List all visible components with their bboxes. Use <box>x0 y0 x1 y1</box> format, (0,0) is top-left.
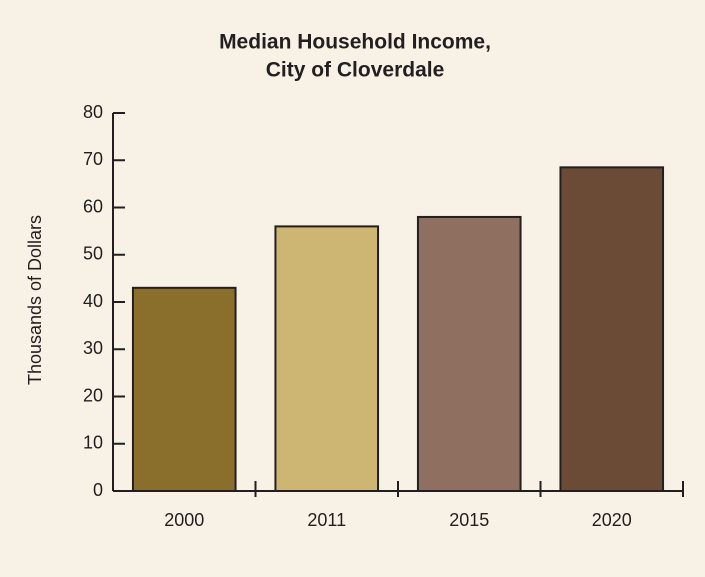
y-tick-label: 20 <box>83 385 103 405</box>
chart-title: City of Cloverdale <box>266 59 445 82</box>
y-tick-label: 80 <box>83 102 103 122</box>
bar <box>416 215 522 492</box>
bar <box>559 166 665 492</box>
y-tick-label: 60 <box>83 196 103 216</box>
bar <box>131 286 237 493</box>
bar <box>274 225 380 492</box>
x-tick-label: 2020 <box>592 510 632 530</box>
y-tick-label: 40 <box>83 291 103 311</box>
y-axis-label: Thousands of Dollars <box>25 215 45 385</box>
x-tick-label: 2000 <box>164 510 204 530</box>
x-tick-label: 2011 <box>307 510 346 530</box>
x-tick-label: 2015 <box>449 510 489 530</box>
y-tick-label: 10 <box>83 433 103 453</box>
chart-title: Median Household Income, <box>219 31 491 54</box>
y-tick-label: 30 <box>83 338 103 358</box>
y-tick-label: 70 <box>83 149 103 169</box>
y-tick-label: 0 <box>93 480 103 500</box>
y-tick-label: 50 <box>83 244 103 264</box>
